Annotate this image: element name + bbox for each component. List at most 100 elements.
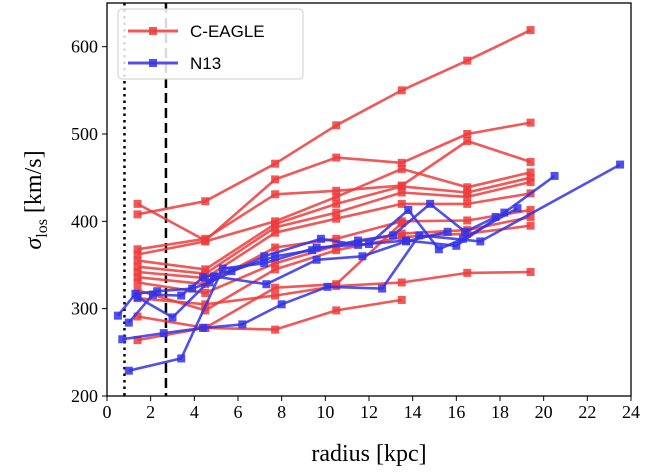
legend-marker-c-eagle	[149, 27, 157, 35]
data-point-n13	[260, 252, 269, 261]
data-point-c-eagle	[526, 26, 535, 35]
data-point-c-eagle	[526, 157, 535, 166]
data-point-c-eagle	[332, 306, 341, 315]
data-point-n13	[227, 267, 236, 276]
data-point-n13	[177, 354, 186, 363]
data-point-n13	[415, 231, 424, 240]
data-point-n13	[476, 237, 485, 246]
data-point-c-eagle	[463, 188, 472, 197]
data-point-n13	[148, 290, 157, 299]
data-point-n13	[616, 160, 625, 169]
data-point-n13	[118, 335, 127, 344]
x-tick-label: 2	[146, 402, 155, 422]
data-point-n13	[113, 311, 122, 320]
y-tick-label: 500	[71, 124, 98, 144]
data-point-n13	[491, 212, 500, 221]
x-tick-label: 4	[190, 402, 199, 422]
data-point-c-eagle	[463, 199, 472, 208]
data-point-c-eagle	[271, 159, 280, 168]
y-axis-title-symbol: σ	[21, 237, 47, 250]
data-point-c-eagle	[133, 256, 142, 265]
data-point-c-eagle	[526, 205, 535, 214]
data-point-c-eagle	[397, 233, 406, 242]
data-point-n13	[443, 227, 452, 236]
series-line-c-eagle	[137, 298, 403, 331]
data-point-c-eagle	[397, 295, 406, 304]
x-tick-label: 8	[277, 402, 286, 422]
data-point-c-eagle	[133, 245, 142, 254]
y-axis: 200 300 400 500 600	[71, 37, 107, 406]
data-point-c-eagle	[463, 192, 472, 201]
data-point-n13	[177, 291, 186, 300]
data-point-c-eagle	[463, 130, 472, 138]
x-tick-label: 0	[103, 402, 112, 422]
data-point-n13	[500, 208, 509, 217]
data-point-n13	[312, 255, 321, 264]
data-point-c-eagle	[271, 325, 280, 334]
x-tick-label: 22	[578, 402, 596, 422]
y-tick-label: 600	[71, 37, 98, 57]
x-tick-label: 12	[360, 402, 378, 422]
data-point-c-eagle	[133, 312, 142, 321]
legend-label-c-eagle: C-EAGLE	[190, 22, 265, 41]
data-point-n13	[452, 241, 461, 250]
series-group-n13	[113, 160, 625, 375]
data-point-c-eagle	[201, 237, 210, 246]
x-axis: 0 2 4 6 8 10 12 14 16 18 20 22 24	[103, 396, 640, 422]
data-point-c-eagle	[332, 234, 341, 243]
data-point-n13	[124, 366, 133, 375]
data-point-n13	[389, 231, 398, 240]
x-tick-label: 10	[316, 402, 334, 422]
data-point-n13	[199, 273, 208, 282]
x-tick-label: 16	[447, 402, 465, 422]
y-tick-label: 400	[71, 211, 98, 231]
series-line-c-eagle	[136, 121, 531, 242]
x-tick-label: 6	[234, 402, 243, 422]
data-point-c-eagle	[463, 56, 472, 65]
data-point-c-eagle	[133, 250, 142, 259]
x-axis-title: radius [kpc]	[311, 441, 426, 467]
data-point-n13	[550, 171, 559, 180]
data-point-c-eagle	[526, 221, 535, 230]
data-point-c-eagle	[397, 278, 406, 287]
data-point-c-eagle	[332, 280, 341, 289]
data-point-c-eagle	[332, 192, 341, 201]
data-point-n13	[365, 240, 373, 249]
data-point-n13	[354, 236, 363, 245]
data-point-n13	[168, 313, 177, 322]
y-tick-label: 200	[71, 386, 98, 406]
data-point-n13	[262, 280, 271, 289]
data-point-c-eagle	[271, 223, 280, 232]
data-point-c-eagle	[526, 118, 535, 127]
legend-label-n13: N13	[190, 54, 221, 73]
y-axis-title-subscript: los	[34, 219, 51, 238]
data-point-n13	[458, 234, 467, 243]
y-axis-title: σlos [km/s]	[21, 150, 51, 249]
data-point-n13	[271, 252, 280, 261]
legend: C-EAGLE N13	[117, 8, 304, 80]
data-point-n13	[404, 205, 413, 214]
data-point-c-eagle	[526, 168, 535, 177]
data-point-c-eagle	[332, 208, 341, 217]
data-point-n13	[133, 293, 142, 302]
data-point-n13	[461, 227, 470, 236]
data-point-c-eagle	[332, 246, 341, 255]
data-point-c-eagle	[332, 121, 341, 130]
data-point-n13	[402, 237, 411, 246]
data-point-n13	[358, 252, 367, 261]
data-point-n13	[209, 272, 218, 281]
data-point-n13	[199, 323, 208, 332]
data-point-c-eagle	[133, 267, 142, 276]
data-point-n13	[188, 284, 197, 293]
x-tick-label: 20	[535, 402, 553, 422]
data-point-c-eagle	[332, 186, 341, 195]
data-point-n13	[426, 199, 435, 208]
data-point-c-eagle	[271, 243, 280, 252]
data-point-c-eagle	[133, 273, 142, 282]
data-point-n13	[218, 264, 227, 273]
data-point-c-eagle	[271, 228, 280, 237]
data-point-c-eagle	[271, 175, 280, 184]
data-point-c-eagle	[133, 336, 142, 345]
data-point-c-eagle	[133, 199, 142, 208]
x-tick-label: 14	[404, 402, 422, 422]
